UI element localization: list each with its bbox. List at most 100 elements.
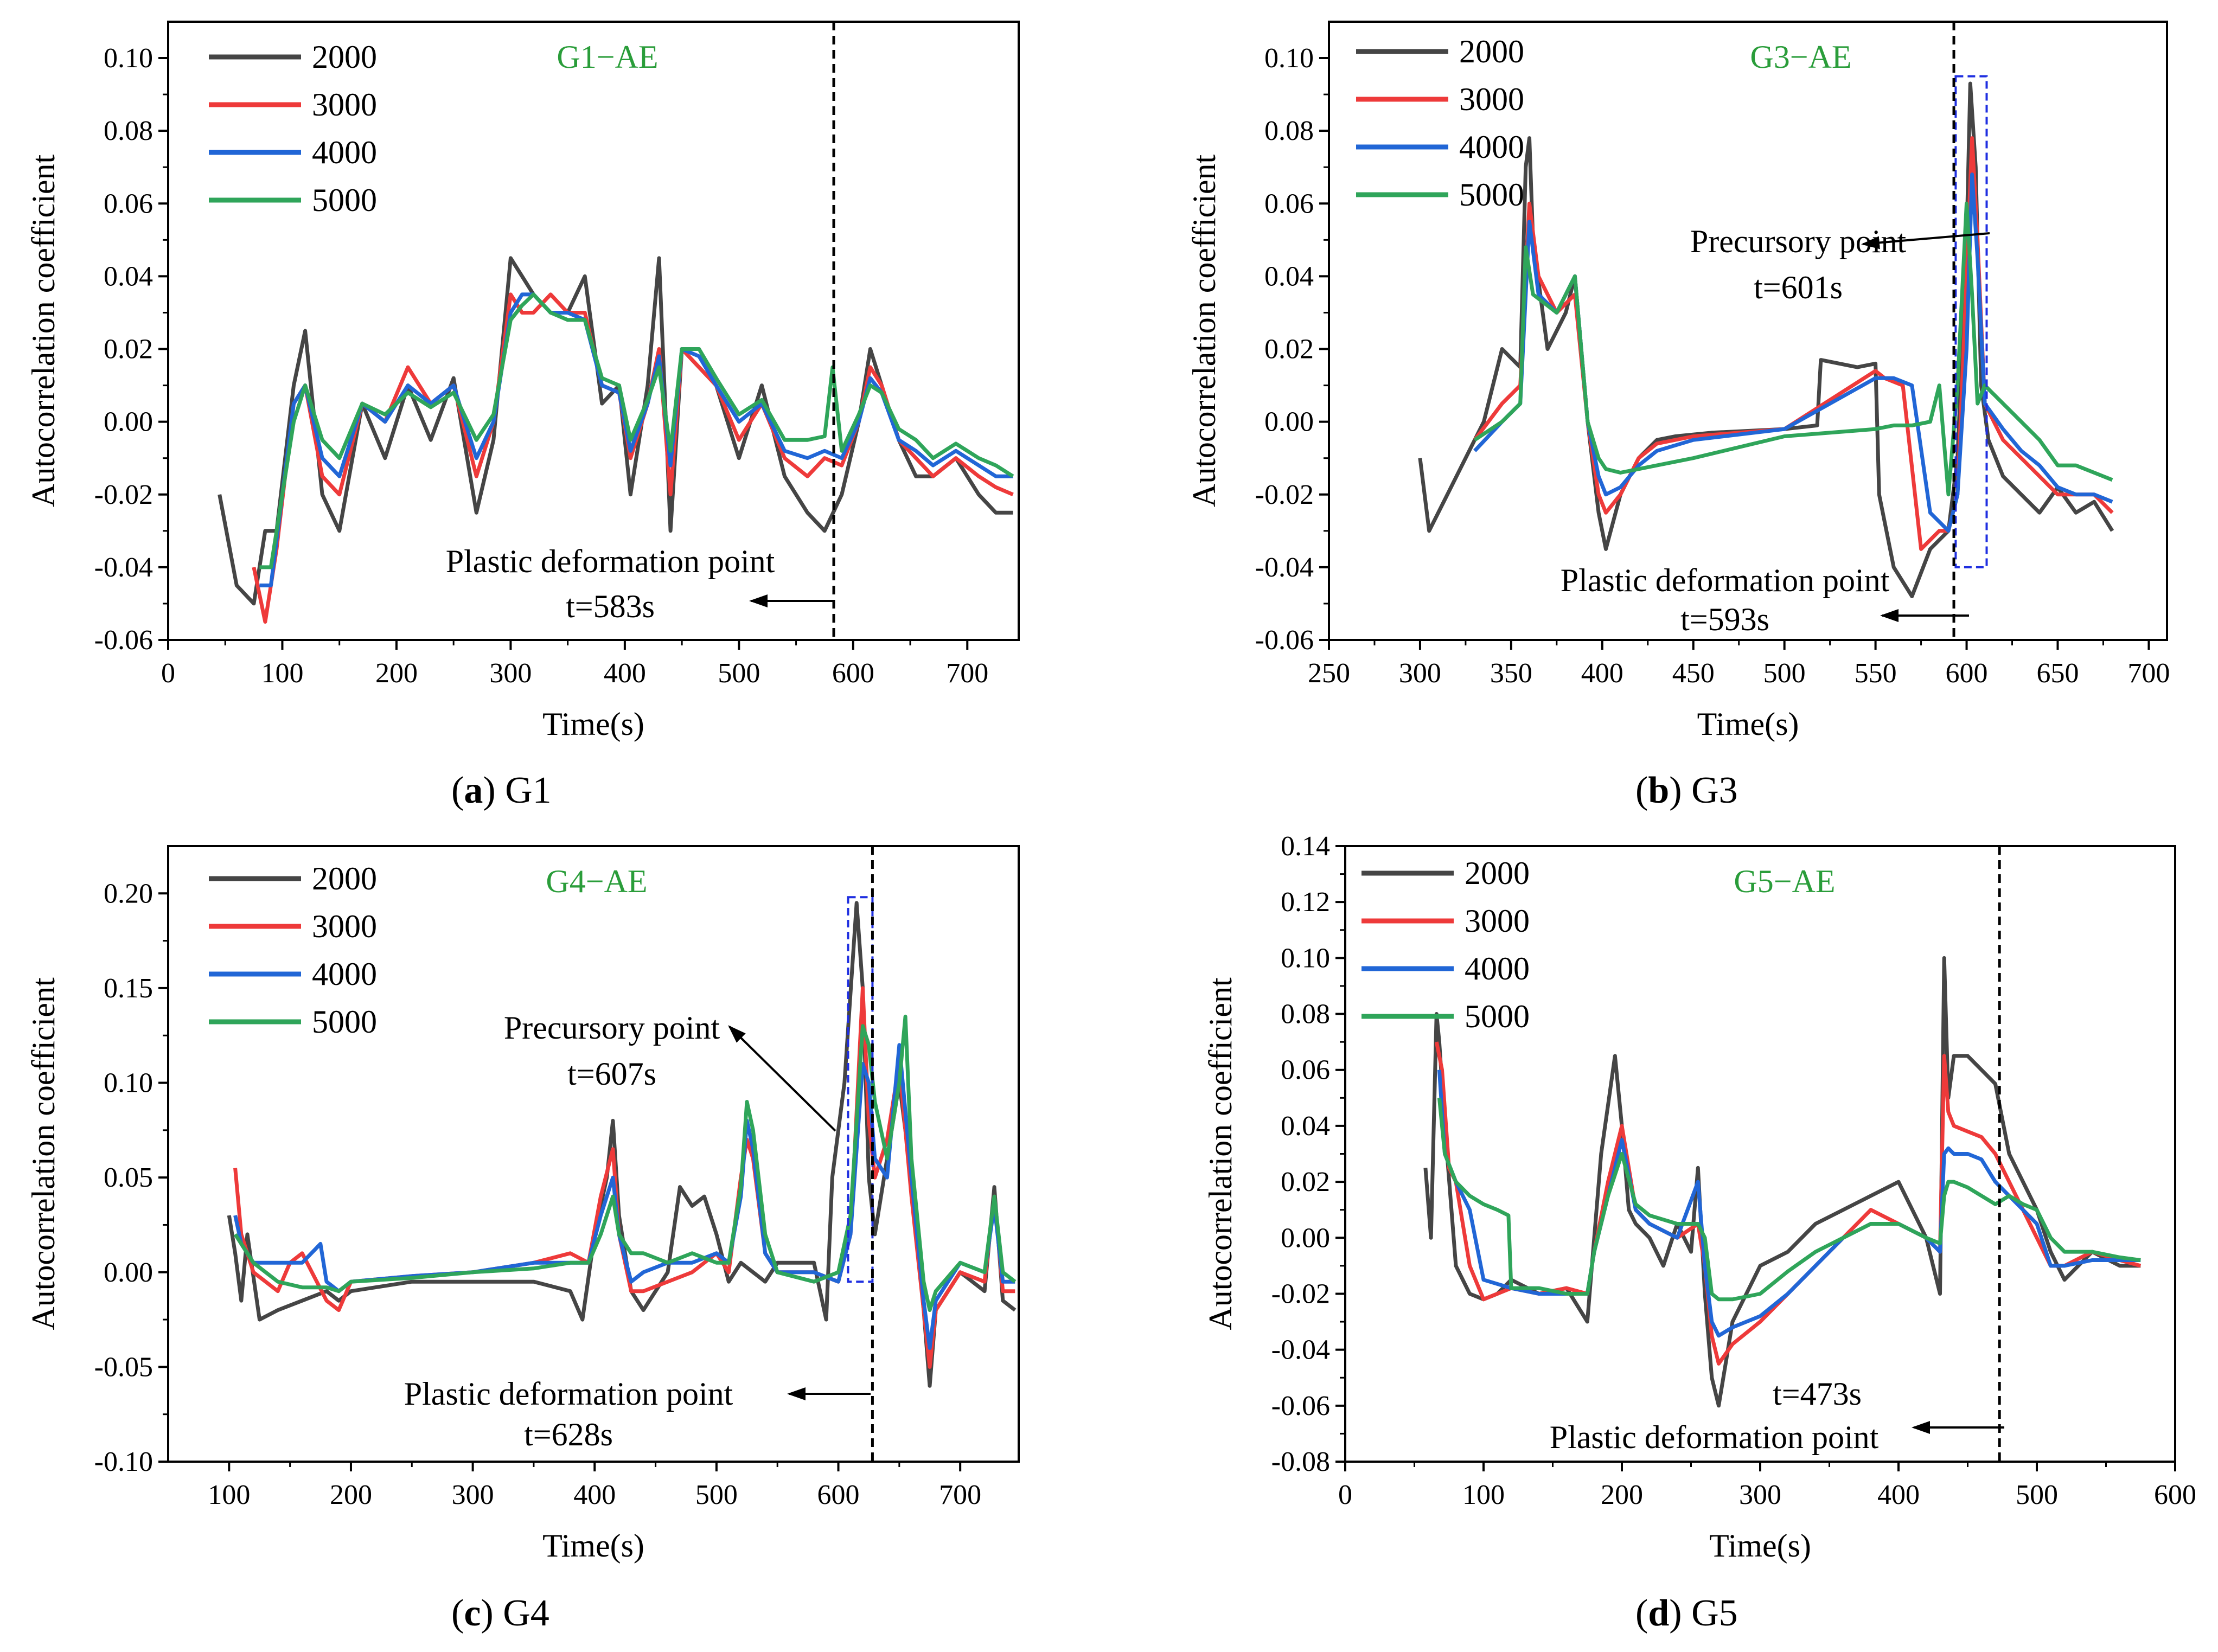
precursory-box bbox=[1954, 75, 1988, 568]
x-tick-label: 500 bbox=[2016, 1480, 2058, 1510]
y-tick-label: -0.06 bbox=[1271, 1391, 1330, 1422]
x-tick-label: 500 bbox=[1763, 658, 1806, 689]
chart-c: 100 200 300 400 500 600 700 -0.10 -0.05 0.00 0.05 0… bbox=[25, 845, 1020, 1564]
y-axis-title: Autocorrelation coefficient bbox=[25, 155, 61, 508]
y-tick-label: 0.14 bbox=[1281, 831, 1330, 862]
chart-tag: G3−AE bbox=[1750, 39, 1851, 75]
y-tick-label: 0.06 bbox=[1281, 1055, 1330, 1086]
plot-frame bbox=[167, 21, 1020, 641]
y-axis-title: Autocorrelation coefficient bbox=[1203, 977, 1238, 1330]
legend-label-3000: 3000 bbox=[1459, 81, 1524, 117]
legend-label-3000: 3000 bbox=[1465, 903, 1530, 939]
y-tick-label: -0.08 bbox=[1271, 1446, 1330, 1477]
y-tick-label: 0.12 bbox=[1281, 887, 1330, 918]
legend-label-4000: 4000 bbox=[1459, 129, 1524, 165]
x-tick-label: 0 bbox=[161, 658, 175, 689]
plastic-label: Plastic deformation point bbox=[1561, 562, 1890, 598]
y-tick-label: -0.04 bbox=[94, 552, 153, 583]
legend-label-4000: 4000 bbox=[1465, 951, 1530, 987]
y-tick-label: 0.00 bbox=[104, 407, 153, 438]
x-tick-label: 200 bbox=[330, 1480, 372, 1510]
y-tick-label: -0.06 bbox=[94, 625, 153, 656]
x-tick-label: 650 bbox=[2036, 658, 2079, 689]
precursory-label: Precursory point bbox=[1690, 223, 1907, 259]
series-line-4000 bbox=[259, 292, 1013, 587]
x-tick-label: 100 bbox=[1462, 1480, 1505, 1510]
x-tick-label: 550 bbox=[1855, 658, 1897, 689]
x-tick-label: 300 bbox=[489, 658, 532, 689]
y-tick-label: 0.10 bbox=[1281, 943, 1330, 974]
plot-frame bbox=[167, 845, 1020, 1463]
series-group-c bbox=[227, 901, 1017, 1388]
precursory-time: t=607s bbox=[567, 1056, 656, 1092]
x-tick-label: 100 bbox=[208, 1480, 250, 1510]
series-group-a bbox=[218, 256, 1014, 624]
y-tick-label: -0.05 bbox=[94, 1352, 153, 1382]
x-tick-label: 600 bbox=[817, 1480, 860, 1510]
y-tick-label: 0.10 bbox=[104, 1068, 153, 1099]
x-axis-title: Time(s) bbox=[1709, 1528, 1811, 1564]
plastic-time: t=473s bbox=[1773, 1376, 1862, 1412]
series-line-5000 bbox=[1473, 201, 2113, 497]
y-tick-label: -0.04 bbox=[1271, 1335, 1330, 1366]
y-tick-label: -0.02 bbox=[1255, 479, 1314, 510]
plastic-time: t=628s bbox=[524, 1417, 613, 1452]
x-tick-label: 700 bbox=[939, 1480, 981, 1510]
legend-label-5000: 5000 bbox=[312, 182, 377, 218]
y-tick-label: 0.00 bbox=[1281, 1222, 1330, 1253]
y-tick-label: 0.05 bbox=[104, 1162, 153, 1193]
plot-frame bbox=[1328, 21, 2168, 641]
plastic-time: t=583s bbox=[566, 588, 655, 624]
x-axis-title: Time(s) bbox=[542, 1528, 644, 1564]
y-tick-label: -0.02 bbox=[1271, 1278, 1330, 1309]
plastic-label: Plastic deformation point bbox=[1550, 1419, 1879, 1455]
precursory-label: Precursory point bbox=[504, 1010, 720, 1046]
x-tick-label: 350 bbox=[1490, 658, 1532, 689]
x-tick-label: 600 bbox=[2154, 1480, 2196, 1510]
x-tick-label: 300 bbox=[452, 1480, 494, 1510]
y-tick-label: 0.02 bbox=[104, 334, 153, 365]
legend-label-4000: 4000 bbox=[312, 135, 377, 170]
x-tick-label: 600 bbox=[832, 658, 874, 689]
y-axis-title: Autocorrelation coefficient bbox=[1186, 155, 1222, 508]
precursory-arrow bbox=[1861, 232, 1990, 249]
caption-b: (b) G3 bbox=[1635, 770, 1738, 811]
x-axis-title: Time(s) bbox=[542, 706, 644, 742]
x-tick-label: 500 bbox=[695, 1480, 738, 1510]
series-line-5000 bbox=[1437, 1097, 2141, 1302]
y-tick-label: 0.10 bbox=[104, 43, 153, 74]
plastic-label: Plastic deformation point bbox=[404, 1376, 733, 1412]
x-axis-title: Time(s) bbox=[1697, 706, 1799, 742]
series-line-5000 bbox=[259, 292, 1014, 569]
y-tick-label: -0.04 bbox=[1255, 552, 1314, 583]
y-tick-label: 0.08 bbox=[104, 116, 153, 146]
y-tick-label: 0.08 bbox=[1264, 116, 1314, 146]
precursory-arrow bbox=[728, 1025, 836, 1132]
x-tick-label: 400 bbox=[1581, 658, 1623, 689]
x-tick-label: 250 bbox=[1308, 658, 1350, 689]
precursory-time: t=601s bbox=[1754, 270, 1843, 305]
legend-label-4000: 4000 bbox=[312, 956, 377, 992]
caption-d: (d) G5 bbox=[1635, 1592, 1738, 1634]
x-tick-label: 400 bbox=[573, 1480, 616, 1510]
y-tick-label: 0.00 bbox=[1264, 407, 1314, 438]
plastic-label: Plastic deformation point bbox=[446, 543, 775, 579]
chart-a: 0 100 200 300 400 500 600 700 -0.06 -0.04 -0.02 0.0… bbox=[25, 21, 1020, 742]
y-tick-label: 0.08 bbox=[1281, 999, 1330, 1030]
y-tick-label: 0.04 bbox=[1264, 261, 1314, 292]
legend-label-2000: 2000 bbox=[312, 861, 377, 897]
series-line-5000 bbox=[233, 1014, 1017, 1312]
y-tick-label: 0.04 bbox=[1281, 1111, 1330, 1142]
legend-label-5000: 5000 bbox=[312, 1004, 377, 1040]
y-tick-label: 0.20 bbox=[104, 878, 153, 909]
legend-label-5000: 5000 bbox=[1465, 998, 1530, 1034]
x-tick-label: 400 bbox=[604, 658, 646, 689]
caption-a: (a) G1 bbox=[451, 770, 552, 811]
chart-d: 0 100 200 300 400 500 600 -0.08 -0.06 -0.04 -0.02 0… bbox=[1203, 831, 2196, 1564]
series-group-d bbox=[1423, 956, 2142, 1408]
legend-label-2000: 2000 bbox=[1459, 34, 1524, 69]
y-tick-label: 0.06 bbox=[1264, 188, 1314, 219]
y-tick-label: 0.06 bbox=[104, 188, 153, 219]
x-tick-label: 700 bbox=[2127, 658, 2170, 689]
